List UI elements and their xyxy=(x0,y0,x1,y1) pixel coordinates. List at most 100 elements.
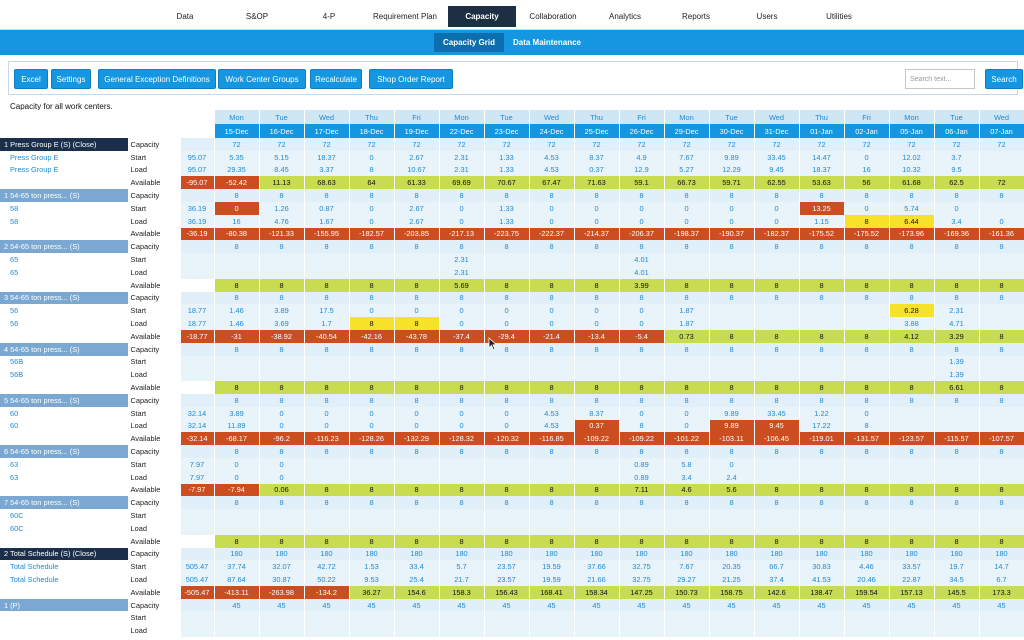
grid-cell[interactable]: 69.69 xyxy=(439,176,485,190)
grid-cell[interactable]: 6.61 xyxy=(934,381,980,394)
grid-cell[interactable]: 8 xyxy=(349,496,395,510)
grid-cell[interactable]: 8 xyxy=(214,189,260,202)
grid-cell[interactable] xyxy=(619,624,665,638)
grid-cell[interactable]: 8 xyxy=(799,189,845,202)
grid-cell[interactable]: 8 xyxy=(394,445,440,458)
grid-cell[interactable]: 8 xyxy=(619,189,665,202)
grid-cell[interactable]: 8 xyxy=(484,445,530,458)
grid-cell[interactable]: 2.31 xyxy=(934,304,980,318)
grid-cell[interactable] xyxy=(304,355,350,369)
work-center-groups-button[interactable]: Work Center Groups xyxy=(218,69,306,89)
grid-cell[interactable]: 4.9 xyxy=(619,150,665,164)
grid-cell[interactable] xyxy=(709,317,755,330)
grid-cell[interactable]: 8 xyxy=(754,329,800,343)
grid-cell[interactable]: 2.67 xyxy=(394,150,440,164)
grid-cell[interactable]: 4.71 xyxy=(934,317,980,330)
grid-cell[interactable]: 4.53 xyxy=(529,406,575,420)
grid-cell[interactable]: 8 xyxy=(844,534,890,548)
grid-cell[interactable] xyxy=(304,253,350,266)
grid-cell[interactable]: 8 xyxy=(214,278,260,292)
grid-cell[interactable]: 0 xyxy=(619,406,665,420)
grid-cell[interactable]: -119.01 xyxy=(799,432,845,446)
grid-cell[interactable] xyxy=(574,265,620,279)
grid-cell[interactable]: 1.33 xyxy=(484,150,530,164)
work-center-label[interactable]: 63 xyxy=(0,457,129,471)
grid-cell[interactable]: 3.37 xyxy=(304,163,350,177)
grid-cell[interactable] xyxy=(664,509,710,522)
grid-cell[interactable] xyxy=(979,304,1024,318)
grid-cell[interactable]: 45 xyxy=(754,598,800,612)
grid-cell[interactable] xyxy=(574,509,620,522)
grid-cell[interactable]: 8 xyxy=(529,381,575,394)
grid-cell[interactable]: 180 xyxy=(664,547,710,561)
grid-cell[interactable]: 0 xyxy=(574,304,620,318)
grid-cell[interactable]: 8 xyxy=(754,189,800,202)
grid-cell[interactable] xyxy=(304,265,350,279)
grid-cell[interactable] xyxy=(214,611,260,625)
grid-cell[interactable] xyxy=(979,150,1024,164)
grid-cell[interactable]: 0 xyxy=(349,406,395,420)
grid-cell[interactable] xyxy=(754,253,800,266)
grid-cell[interactable]: 10.67 xyxy=(394,163,440,177)
grid-cell[interactable]: 0.37 xyxy=(574,163,620,177)
grid-cell[interactable]: 1.67 xyxy=(304,214,350,228)
grid-cell[interactable]: 2.67 xyxy=(394,214,440,228)
grid-cell[interactable]: 8 xyxy=(754,278,800,292)
grid-cell[interactable]: 180 xyxy=(349,547,395,561)
grid-cell[interactable]: 8 xyxy=(889,445,935,458)
grid-cell[interactable]: 8 xyxy=(709,291,755,305)
grid-cell[interactable]: -190.37 xyxy=(709,227,755,241)
grid-cell[interactable]: 8 xyxy=(754,291,800,305)
grid-cell[interactable] xyxy=(754,624,800,638)
grid-cell[interactable] xyxy=(934,419,980,433)
grid-cell[interactable]: 23.57 xyxy=(484,573,530,586)
grid-cell[interactable] xyxy=(394,509,440,522)
grid-cell[interactable]: 0 xyxy=(349,150,395,164)
date-header[interactable]: 18-Dec xyxy=(349,124,395,138)
grid-cell[interactable] xyxy=(709,624,755,638)
grid-cell[interactable] xyxy=(439,355,485,369)
grid-cell[interactable]: 8 xyxy=(979,291,1024,305)
grid-cell[interactable]: 8 xyxy=(349,163,395,177)
grid-cell[interactable]: 8 xyxy=(709,278,755,292)
grid-cell[interactable] xyxy=(799,317,845,330)
work-center-group-label[interactable]: 2 54-65 ton press... (S) xyxy=(0,240,129,254)
grid-cell[interactable] xyxy=(709,368,755,382)
grid-cell[interactable]: 72 xyxy=(484,138,530,151)
grid-cell[interactable] xyxy=(889,253,935,266)
grid-cell[interactable] xyxy=(214,368,260,382)
grid-cell[interactable]: 0 xyxy=(259,406,305,420)
grid-cell[interactable]: 9.45 xyxy=(754,163,800,177)
grid-cell[interactable]: 8 xyxy=(754,534,800,548)
grid-cell[interactable]: -103.11 xyxy=(709,432,755,446)
work-center-group-label[interactable]: 4 54-65 ton press... (S) xyxy=(0,342,129,356)
work-center-group-label[interactable]: 7 54-65 ton press... (S) xyxy=(0,496,129,510)
grid-cell[interactable]: 0 xyxy=(574,201,620,215)
grid-cell[interactable] xyxy=(754,355,800,369)
grid-cell[interactable]: 8 xyxy=(214,496,260,510)
grid-cell[interactable] xyxy=(979,419,1024,433)
grid-cell[interactable]: 4.53 xyxy=(529,163,575,177)
grid-cell[interactable] xyxy=(439,470,485,484)
grid-cell[interactable]: 0 xyxy=(619,214,665,228)
grid-cell[interactable]: 0 xyxy=(709,457,755,471)
grid-cell[interactable]: 8 xyxy=(799,342,845,356)
grid-cell[interactable]: 71.63 xyxy=(574,176,620,190)
grid-cell[interactable] xyxy=(979,624,1024,638)
grid-cell[interactable] xyxy=(754,470,800,484)
grid-cell[interactable]: 154.6 xyxy=(394,585,440,599)
grid-cell[interactable]: 0 xyxy=(484,406,530,420)
grid-cell[interactable]: 8 xyxy=(979,278,1024,292)
grid-cell[interactable] xyxy=(889,521,935,535)
grid-cell[interactable]: 8 xyxy=(709,534,755,548)
work-center-label[interactable]: 60 xyxy=(0,419,129,433)
grid-cell[interactable]: 8 xyxy=(844,329,890,343)
grid-cell[interactable]: 8 xyxy=(619,534,665,548)
grid-cell[interactable]: 8 xyxy=(844,291,890,305)
grid-cell[interactable]: 32.75 xyxy=(619,560,665,574)
grid-cell[interactable] xyxy=(754,509,800,522)
grid-cell[interactable]: -107.57 xyxy=(979,432,1024,446)
date-header[interactable]: 29-Dec xyxy=(664,124,710,138)
grid-cell[interactable] xyxy=(484,611,530,625)
grid-cell[interactable]: 8 xyxy=(889,496,935,510)
